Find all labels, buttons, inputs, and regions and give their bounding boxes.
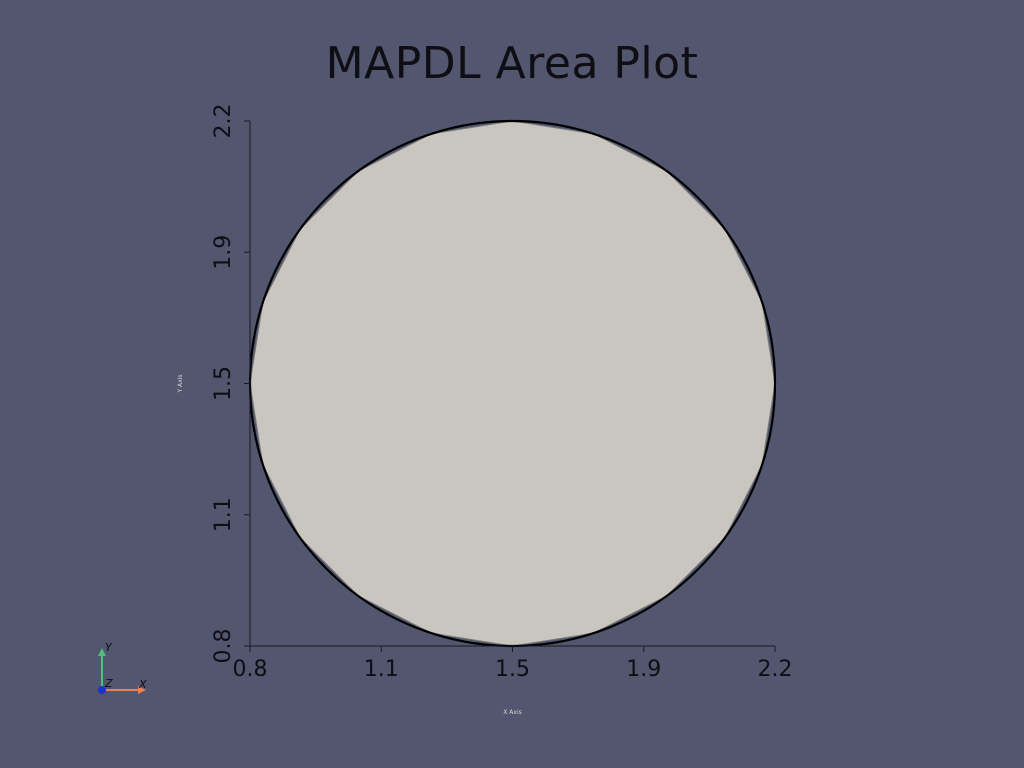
x-tick-label: 1.9 <box>626 657 661 682</box>
y-tick-label: 1.1 <box>211 497 236 532</box>
y-tick-label: 1.5 <box>211 366 236 401</box>
widget-z-label: Z <box>104 677 113 690</box>
y-axis-arrow-head <box>98 648 106 656</box>
y-tick-label: 2.2 <box>211 104 236 139</box>
area-fill <box>249 120 776 647</box>
area-shape-layer <box>248 119 777 648</box>
y-axis-title: Y Axis <box>177 374 184 393</box>
y-tick-label: 1.9 <box>211 235 236 270</box>
x-axis-arrow-head <box>138 686 146 694</box>
widget-y-label: Y <box>105 641 113 654</box>
x-tick-label: 2.2 <box>758 657 793 682</box>
plot-title: MAPDL Area Plot <box>325 38 699 89</box>
x-axis-title: X Axis <box>503 709 521 716</box>
z-axis-dot <box>98 686 106 694</box>
x-tick-label: 1.5 <box>495 657 530 682</box>
orientation-widget: X Y Z <box>98 641 147 694</box>
axes-layer: 0.8 1.1 1.5 1.9 2.2 0.8 1.1 1.5 1.9 2.2 X Axis Y Ax… <box>177 104 793 717</box>
widget-x-label: X <box>138 678 147 691</box>
y-tick-label: 0.8 <box>211 629 236 664</box>
x-tick-label: 0.8 <box>233 657 268 682</box>
x-tick-label: 1.1 <box>364 657 399 682</box>
